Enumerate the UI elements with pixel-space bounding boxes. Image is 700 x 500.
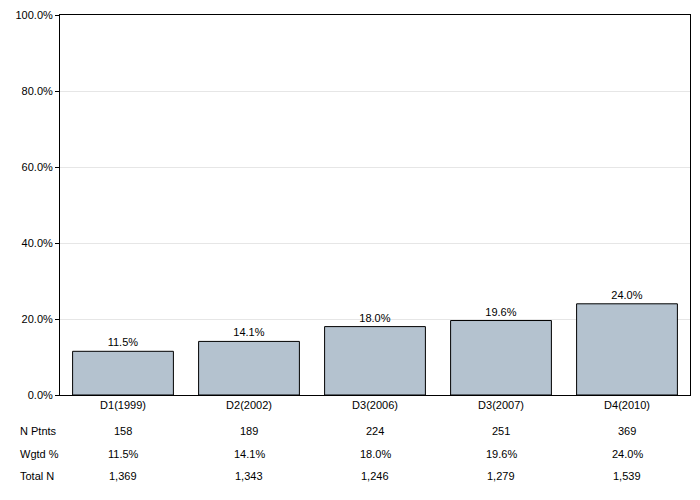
svg-text:1,369: 1,369: [109, 470, 137, 482]
svg-text:0.0%: 0.0%: [28, 389, 53, 401]
svg-text:D1(1999): D1(1999): [100, 399, 146, 411]
svg-text:1,246: 1,246: [361, 470, 389, 482]
svg-text:11.5%: 11.5%: [108, 336, 139, 348]
svg-text:158: 158: [114, 425, 132, 437]
svg-text:11.5%: 11.5%: [108, 448, 139, 460]
svg-text:24.0%: 24.0%: [611, 289, 642, 301]
svg-text:19.6%: 19.6%: [486, 448, 517, 460]
svg-text:1,343: 1,343: [235, 470, 263, 482]
svg-text:19.6%: 19.6%: [485, 306, 516, 318]
svg-text:40.0%: 40.0%: [22, 237, 53, 249]
svg-text:14.1%: 14.1%: [233, 326, 264, 338]
svg-text:80.0%: 80.0%: [22, 85, 53, 97]
svg-text:Total N: Total N: [20, 470, 54, 482]
svg-text:24.0%: 24.0%: [612, 448, 643, 460]
svg-text:18.0%: 18.0%: [359, 312, 390, 324]
svg-text:100.0%: 100.0%: [15, 9, 53, 21]
svg-text:Wgtd %: Wgtd %: [20, 448, 59, 460]
svg-text:20.0%: 20.0%: [22, 313, 53, 325]
svg-text:189: 189: [240, 425, 258, 437]
svg-text:60.0%: 60.0%: [22, 161, 53, 173]
svg-text:D3(2007): D3(2007): [478, 399, 524, 411]
svg-text:1,539: 1,539: [613, 470, 641, 482]
svg-text:D2(2002): D2(2002): [226, 399, 272, 411]
svg-text:D3(2006): D3(2006): [352, 399, 398, 411]
svg-text:D4(2010): D4(2010): [604, 399, 650, 411]
svg-text:224: 224: [366, 425, 384, 437]
svg-text:18.0%: 18.0%: [360, 448, 391, 460]
svg-text:369: 369: [618, 425, 636, 437]
svg-text:14.1%: 14.1%: [234, 448, 265, 460]
svg-text:251: 251: [492, 425, 510, 437]
svg-text:1,279: 1,279: [487, 470, 515, 482]
svg-text:N Ptnts: N Ptnts: [20, 425, 57, 437]
